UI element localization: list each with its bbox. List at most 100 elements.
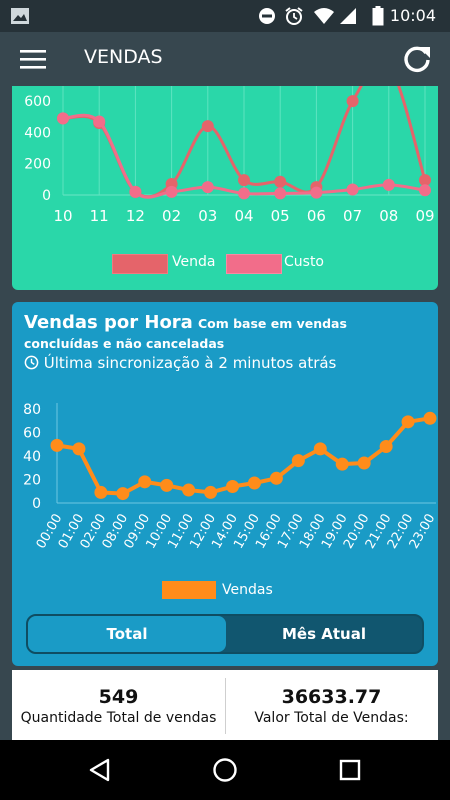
back-icon[interactable] xyxy=(88,758,112,782)
card-header: Vendas por Hora Com base em vendas concl… xyxy=(24,312,424,352)
y-tick-label: 600 xyxy=(24,94,51,110)
quantity-label: Quantidade Total de vendas xyxy=(20,710,217,726)
quantity-value: 549 xyxy=(98,686,139,708)
data-point-vendas xyxy=(247,476,261,490)
value-label: Valor Total de Vendas: xyxy=(254,710,409,726)
legend-custo-label: Custo xyxy=(284,254,324,270)
x-tick-label: 10 xyxy=(53,207,72,225)
chart2-legend: Vendas xyxy=(162,578,302,602)
data-point-venda xyxy=(274,175,287,188)
data-point-venda xyxy=(346,95,359,108)
data-point-vendas xyxy=(269,471,283,485)
data-point-vendas xyxy=(160,478,174,492)
quantity-stat: 549 Quantidade Total de vendas xyxy=(12,670,225,740)
data-point-vendas xyxy=(182,483,196,497)
x-tick-label: 04 xyxy=(234,207,253,225)
value-value: 36633.77 xyxy=(281,686,382,708)
data-point-custo xyxy=(201,181,214,194)
sync-status: Última sincronização à 2 minutos atrás xyxy=(24,354,336,372)
data-point-vendas xyxy=(50,438,64,452)
sync-text: Última sincronização à 2 minutos atrás xyxy=(43,354,337,372)
wifi-icon xyxy=(314,8,334,24)
battery-icon xyxy=(372,6,384,26)
data-point-custo xyxy=(274,187,287,200)
dnd-icon xyxy=(259,8,275,24)
data-point-vendas xyxy=(204,485,218,499)
image-notification-icon xyxy=(11,8,29,24)
data-point-custo xyxy=(346,183,359,196)
y-tick-label: 0 xyxy=(32,496,41,512)
legend-custo-swatch xyxy=(226,254,282,274)
clock: 10:04 xyxy=(389,6,436,25)
data-point-custo xyxy=(57,112,69,125)
data-point-custo xyxy=(238,187,250,200)
y-tick-label: 0 xyxy=(42,188,51,204)
data-point-venda xyxy=(201,120,214,133)
value-stat: 36633.77 Valor Total de Vendas: xyxy=(225,670,438,740)
data-point-vendas xyxy=(335,457,349,471)
status-bar: 10:04 xyxy=(0,0,450,32)
clock-icon xyxy=(24,355,39,370)
data-point-custo xyxy=(310,186,323,199)
period-segmented-control: Total Mês Atual xyxy=(26,614,424,654)
data-point-custo xyxy=(419,184,431,197)
totals-panel: 549 Quantidade Total de vendas 36633.77 … xyxy=(12,670,438,740)
data-point-vendas xyxy=(423,411,437,425)
sales-cost-chart: 0 200 400 600 10 11 12 02 03 04 05 06 07 08 09 xyxy=(24,86,435,225)
data-point-vendas xyxy=(401,415,415,429)
data-point-custo xyxy=(129,185,142,198)
refresh-icon[interactable] xyxy=(402,44,432,74)
legend-vendas-label: Vendas xyxy=(222,582,273,598)
x-tick-label: 09 xyxy=(415,207,434,225)
recents-icon[interactable] xyxy=(339,759,361,781)
x-tick-label: 03 xyxy=(198,207,217,225)
y-tick-label: 400 xyxy=(24,125,51,141)
dashboard-content[interactable]: 0 200 400 600 10 11 12 02 03 04 05 06 07 08 09 Venda C… xyxy=(0,86,450,740)
x-tick-label: 06 xyxy=(307,207,326,225)
data-point-custo xyxy=(165,185,178,198)
data-point-venda xyxy=(419,174,431,187)
x-tick-label: 11 xyxy=(90,207,109,225)
data-point-custo xyxy=(382,178,395,191)
x-tick-label: 08 xyxy=(379,207,398,225)
alarm-icon xyxy=(285,7,303,25)
legend-vendas-swatch xyxy=(162,581,216,599)
signal-icon xyxy=(340,8,356,24)
menu-icon[interactable] xyxy=(20,49,46,69)
x-tick-label: 05 xyxy=(271,207,290,225)
y-tick-label: 80 xyxy=(23,402,41,418)
data-point-vendas xyxy=(291,454,305,468)
data-point-vendas xyxy=(94,485,108,499)
legend-venda-swatch xyxy=(112,254,168,274)
series-line-vendas xyxy=(56,416,431,496)
y-tick-label: 20 xyxy=(23,472,41,488)
data-point-vendas xyxy=(138,475,152,489)
card-title: Vendas por Hora xyxy=(24,312,193,333)
y-tick-label: 200 xyxy=(24,157,51,173)
x-tick-label: 02 xyxy=(162,207,181,225)
app-bar: VENDAS xyxy=(0,32,450,86)
hourly-sales-chart: 02040608000:0001:0002:0008:0009:0010:001… xyxy=(23,402,438,552)
data-point-vendas xyxy=(226,480,240,494)
sales-cost-card: 0 200 400 600 10 11 12 02 03 04 05 06 07 08 09 Venda C… xyxy=(12,86,438,290)
tab-total[interactable]: Total xyxy=(28,616,226,652)
navigation-bar xyxy=(0,740,450,800)
card-subtitle: Com base em vendas concluídas e não canc… xyxy=(24,316,347,351)
x-tick-label: 07 xyxy=(343,207,362,225)
data-point-vendas xyxy=(116,487,130,501)
data-point-custo xyxy=(93,115,106,128)
y-tick-label: 60 xyxy=(23,425,41,441)
hourly-sales-card: Vendas por Hora Com base em vendas concl… xyxy=(12,302,438,666)
chart1-legend: Venda Custo xyxy=(112,251,372,275)
page-title: VENDAS xyxy=(84,46,163,68)
tab-mes-atual[interactable]: Mês Atual xyxy=(282,625,366,643)
data-point-vendas xyxy=(313,442,327,456)
stats-divider xyxy=(225,678,226,734)
data-point-venda xyxy=(238,174,250,187)
legend-venda-label: Venda xyxy=(172,254,216,270)
data-point-vendas xyxy=(72,442,86,456)
data-point-vendas xyxy=(357,456,371,470)
x-tick-label: 12 xyxy=(126,207,145,225)
home-icon[interactable] xyxy=(212,757,238,783)
y-tick-label: 40 xyxy=(23,449,41,465)
